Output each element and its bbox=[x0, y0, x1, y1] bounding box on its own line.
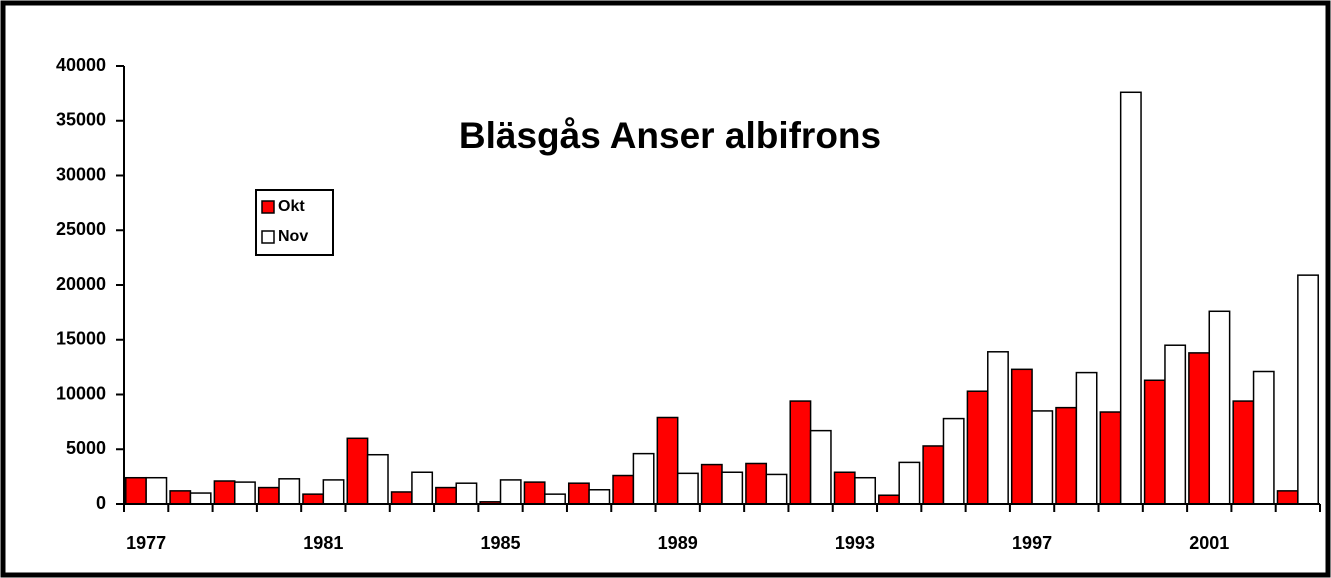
bar bbox=[278, 478, 301, 505]
bar bbox=[322, 479, 345, 505]
x-tick-label: 1993 bbox=[835, 533, 875, 553]
bar bbox=[1297, 274, 1319, 505]
bar bbox=[1276, 490, 1299, 505]
bar bbox=[632, 452, 655, 505]
legend-swatch bbox=[261, 200, 275, 214]
y-tick-label: 10000 bbox=[56, 383, 106, 403]
bar bbox=[1232, 400, 1255, 505]
bar bbox=[213, 480, 236, 505]
bar bbox=[125, 476, 147, 505]
legend-label: Nov bbox=[278, 228, 308, 245]
bar bbox=[987, 351, 1009, 505]
bar bbox=[1075, 371, 1098, 505]
bar bbox=[809, 429, 832, 505]
bar bbox=[676, 472, 699, 505]
bar bbox=[1119, 91, 1142, 505]
bar bbox=[1143, 379, 1166, 505]
bar bbox=[922, 445, 945, 505]
bar bbox=[656, 416, 679, 505]
bar bbox=[1188, 352, 1211, 505]
bar bbox=[411, 471, 434, 505]
x-tick-label: 1977 bbox=[126, 533, 166, 553]
bar bbox=[257, 486, 280, 505]
y-tick-label: 15000 bbox=[56, 329, 106, 349]
x-tick-label: 1997 bbox=[1012, 533, 1052, 553]
bar bbox=[499, 479, 522, 505]
x-tick-label: 1981 bbox=[303, 533, 343, 553]
bar bbox=[1055, 406, 1078, 505]
bar bbox=[833, 471, 856, 505]
legend-swatch bbox=[261, 230, 275, 244]
bar bbox=[854, 476, 877, 505]
y-tick-label: 30000 bbox=[56, 164, 106, 184]
bar bbox=[966, 390, 989, 505]
bar bbox=[366, 453, 389, 505]
bar bbox=[612, 474, 635, 505]
y-tick-label: 0 bbox=[96, 493, 106, 513]
bar bbox=[544, 493, 566, 505]
y-tick-label: 25000 bbox=[56, 219, 106, 239]
bar bbox=[169, 490, 192, 505]
chart-title: Bläsgås Anser albifrons bbox=[459, 115, 881, 156]
bar bbox=[942, 417, 965, 505]
bar bbox=[1031, 410, 1054, 505]
y-tick-label: 5000 bbox=[66, 438, 106, 458]
bar bbox=[588, 489, 611, 505]
legend-label: Okt bbox=[278, 198, 305, 215]
bar bbox=[721, 471, 744, 505]
bar bbox=[789, 400, 812, 505]
bar bbox=[700, 463, 723, 505]
x-tick-label: 1985 bbox=[480, 533, 520, 553]
bar bbox=[1208, 310, 1231, 505]
y-tick-label: 40000 bbox=[56, 55, 106, 75]
bar bbox=[898, 461, 921, 505]
bar bbox=[346, 437, 369, 505]
bar bbox=[145, 476, 168, 505]
x-tick-label: 1989 bbox=[658, 533, 698, 553]
bar bbox=[302, 493, 325, 505]
bar bbox=[878, 494, 900, 505]
bar bbox=[1010, 368, 1033, 505]
bar bbox=[765, 473, 788, 505]
x-tick-label: 2001 bbox=[1189, 533, 1229, 553]
bar bbox=[390, 491, 413, 505]
bar bbox=[745, 462, 768, 505]
bar bbox=[189, 492, 212, 505]
bar bbox=[435, 486, 457, 505]
bar bbox=[1252, 370, 1275, 505]
bar bbox=[233, 481, 256, 505]
bar bbox=[523, 481, 546, 505]
y-tick-label: 35000 bbox=[56, 110, 106, 130]
y-tick-label: 20000 bbox=[56, 274, 106, 294]
bar bbox=[1099, 411, 1122, 505]
bar bbox=[455, 482, 478, 505]
bar bbox=[1164, 344, 1187, 505]
bar bbox=[567, 482, 590, 505]
